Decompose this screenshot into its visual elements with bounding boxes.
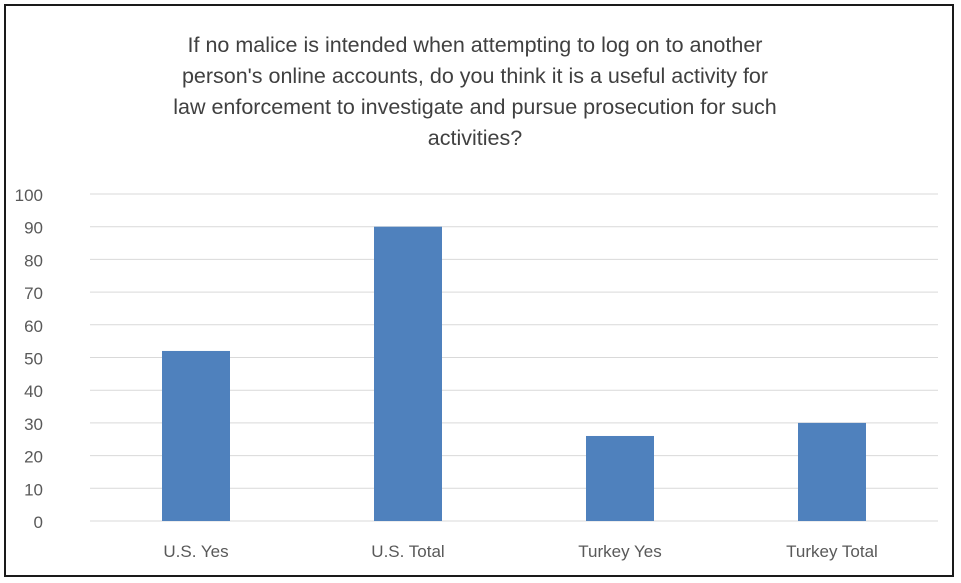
chart-title: If no malice is intended when attempting… [80,30,870,154]
y-tick-label: 10 [24,480,43,499]
bar [162,350,230,521]
x-category-label: U.S. Yes [163,542,228,561]
chart-title-line: activities? [427,126,523,150]
y-tick-label: 60 [24,317,43,336]
y-tick-label: 20 [24,448,43,467]
y-tick-label: 40 [24,382,43,401]
bar [374,226,442,521]
chart-title-line: law enforcement to investigate and pursu… [173,95,777,119]
y-tick-label: 80 [24,251,43,270]
x-category-label: Turkey Total [786,542,878,561]
y-tick-label: 0 [34,513,43,532]
chart-title-line: If no malice is intended when attempting… [187,33,763,57]
x-category-label: Turkey Yes [578,542,661,561]
y-tick-label: 100 [15,186,43,205]
y-tick-label: 30 [24,415,43,434]
bar [798,422,866,521]
x-category-label: U.S. Total [371,542,444,561]
y-tick-label: 90 [24,219,43,238]
chart-title-line: person's online accounts, do you think i… [181,64,769,88]
bar [586,435,654,521]
y-tick-label: 50 [24,350,43,369]
y-tick-label: 70 [24,284,43,303]
